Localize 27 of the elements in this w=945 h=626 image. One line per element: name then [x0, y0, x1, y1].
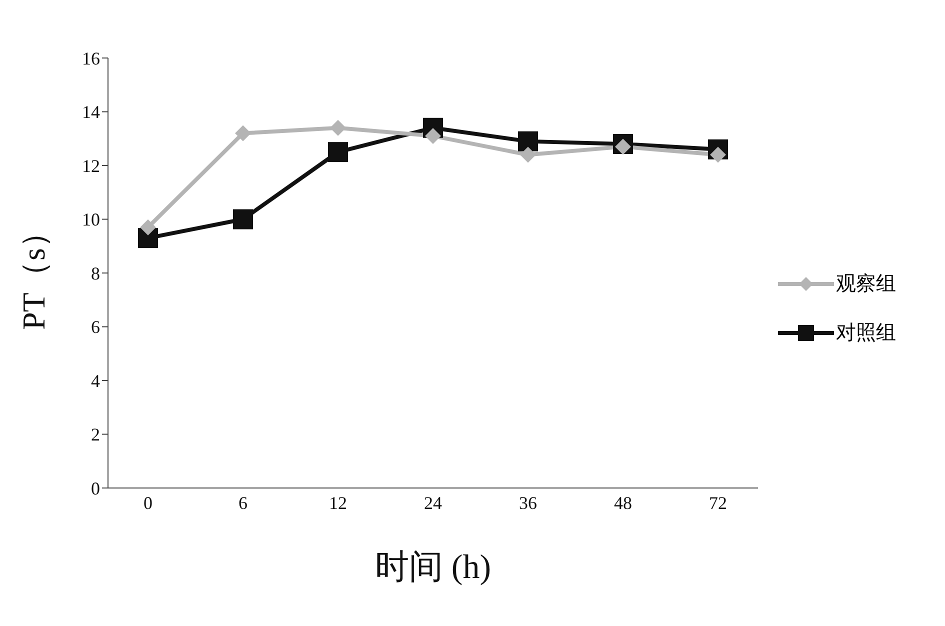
point — [518, 131, 538, 152]
y-tick-label: 4 — [91, 370, 100, 391]
point — [330, 120, 346, 136]
y-tick-label: 0 — [91, 478, 100, 498]
point — [140, 219, 156, 236]
y-tick-label: 10 — [82, 210, 100, 230]
x-tick-label: 6 — [238, 492, 248, 513]
y-tick-label: 14 — [82, 102, 100, 122]
y-tick-label: 2 — [91, 424, 100, 445]
y-axis-title: PT（s） — [15, 216, 52, 330]
legend-label: 观察组 — [836, 270, 896, 297]
x-tick-label: 24 — [424, 492, 442, 513]
x-tick-label: 36 — [519, 492, 537, 513]
x-tick-label: 72 — [709, 492, 727, 513]
x-tick-label: 0 — [144, 492, 152, 513]
point — [328, 142, 348, 162]
y-tick-label: 8 — [91, 263, 100, 284]
point — [235, 125, 251, 142]
point — [520, 146, 536, 163]
point — [233, 209, 253, 230]
x-tick-label: 12 — [329, 492, 347, 513]
y-tick-label: 12 — [82, 156, 100, 176]
y-tick-label: 16 — [82, 48, 100, 68]
legend-label: 对照组 — [836, 319, 896, 346]
x-tick-label: 48 — [614, 492, 632, 513]
x-axis-title: 时间 (h) — [374, 549, 492, 586]
y-tick-label: 6 — [91, 317, 100, 338]
